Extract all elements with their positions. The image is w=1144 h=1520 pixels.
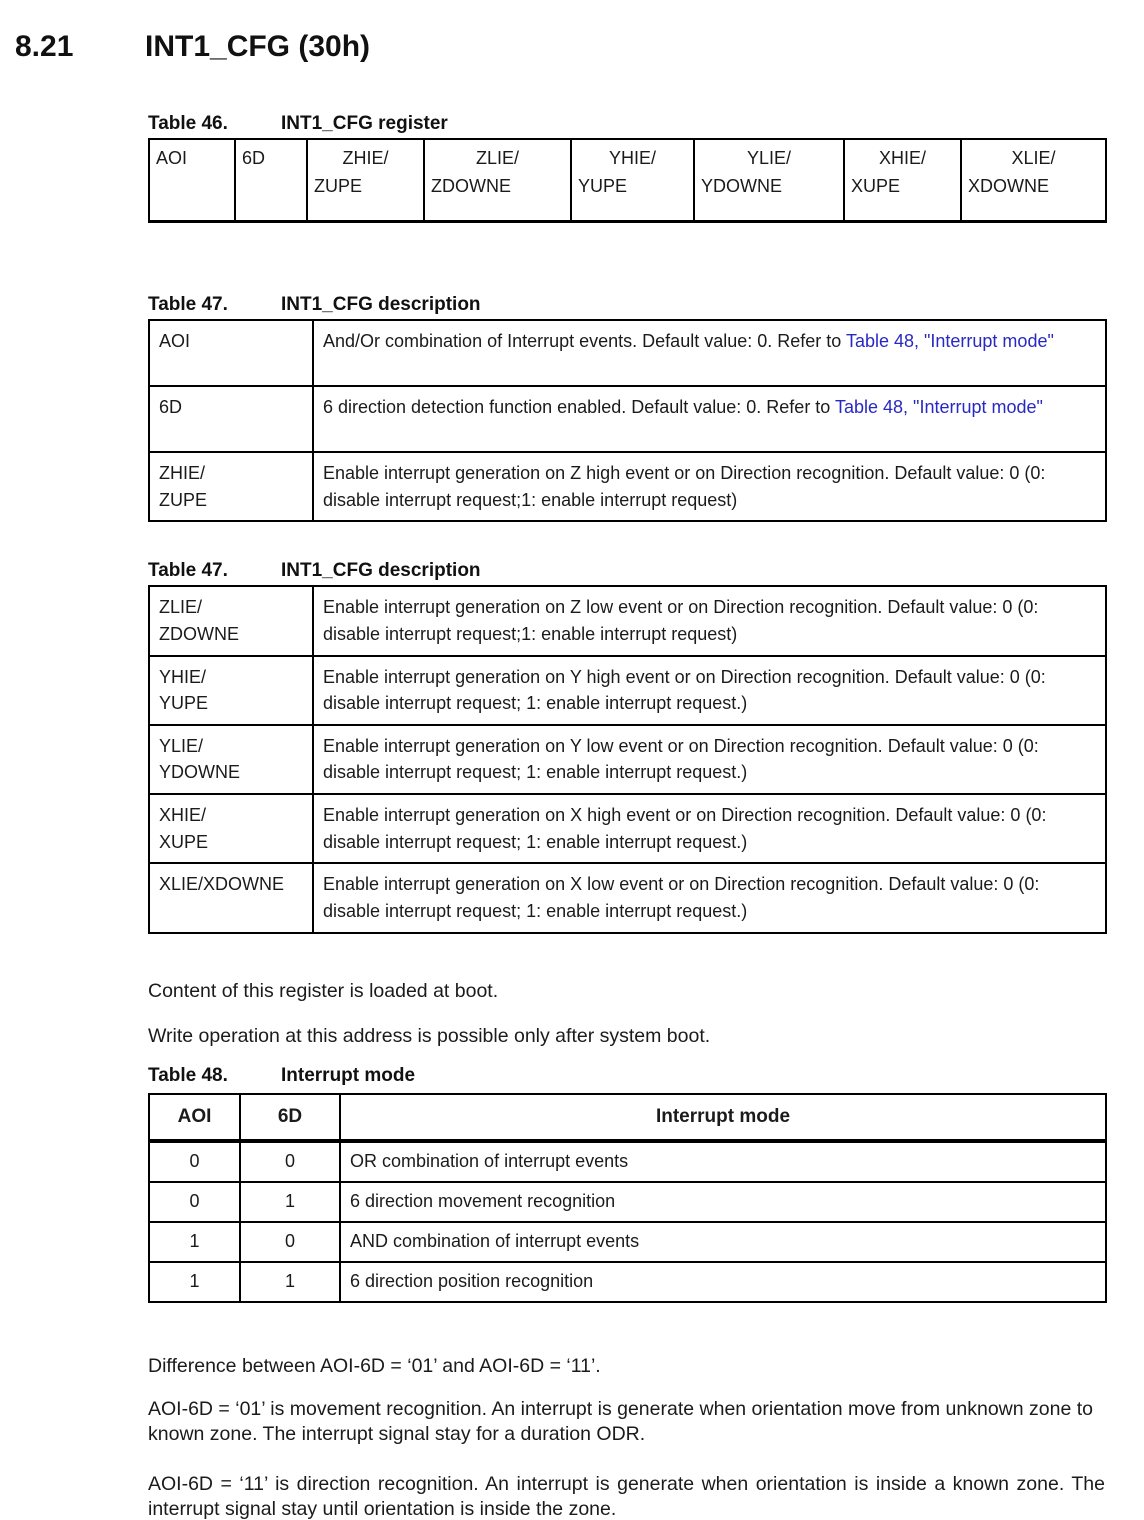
section-heading: 8.21 INT1_CFG (30h) bbox=[0, 0, 1144, 64]
column-header-6d: 6D bbox=[239, 1092, 341, 1143]
aoi-value: 0 bbox=[148, 1180, 241, 1223]
table-row: 1 0 AND combination of interrupt events bbox=[148, 1220, 1107, 1263]
interrupt-mode-value: AND combination of interrupt events bbox=[339, 1220, 1107, 1263]
field-name-cell: XHIE/XUPE bbox=[148, 792, 314, 865]
table48-caption: Table 48. Interrupt mode bbox=[148, 1065, 1144, 1087]
field-description-cell: Enable interrupt generation on X low eve… bbox=[312, 862, 1107, 934]
field-name-cell: XLIE/XDOWNE bbox=[148, 862, 314, 934]
column-header-aoi: AOI bbox=[148, 1092, 241, 1143]
table-row: AOI And/Or combination of Interrupt even… bbox=[148, 319, 1107, 387]
interrupt-mode-table: AOI 6D Interrupt mode 0 0 OR combination… bbox=[148, 1092, 1107, 1303]
paragraph-mode-01: AOI-6D = ‘01’ is movement recognition. A… bbox=[148, 1397, 1093, 1445]
table48-link[interactable]: Table 48, "Interrupt mode" bbox=[845, 331, 1054, 351]
table-row: ZLIE/ZDOWNE Enable interrupt generation … bbox=[148, 585, 1107, 657]
field-name-cell: YLIE/YDOWNE bbox=[148, 723, 314, 796]
field-name-cell: ZLIE/ZDOWNE bbox=[148, 585, 314, 657]
description-table-part2: ZLIE/ZDOWNE Enable interrupt generation … bbox=[148, 585, 1107, 934]
6d-value: 0 bbox=[239, 1139, 341, 1183]
paragraph-boot-load: Content of this register is loaded at bo… bbox=[148, 979, 499, 1002]
table48-caption-title: Interrupt mode bbox=[281, 1064, 416, 1086]
field-name-cell: 6D bbox=[148, 385, 314, 453]
column-header-interrupt-mode: Interrupt mode bbox=[339, 1092, 1107, 1143]
table47b-caption-label: Table 47. bbox=[148, 560, 228, 582]
paragraph-mode-11: AOI-6D = ‘11’ is direction recognition. … bbox=[148, 1472, 1105, 1520]
field-name-cell: AOI bbox=[148, 319, 314, 387]
description-table-part1: AOI And/Or combination of Interrupt even… bbox=[148, 319, 1107, 523]
table46-caption-label: Table 46. bbox=[148, 113, 228, 134]
bit-cell-xhie-xupe: XHIE/XUPE bbox=[843, 138, 962, 223]
aoi-value: 0 bbox=[148, 1139, 241, 1183]
interrupt-mode-value: 6 direction movement recognition bbox=[339, 1180, 1107, 1223]
table-row: 0 1 6 direction movement recognition bbox=[148, 1180, 1107, 1223]
register-bits-table: AOI 6D ZHIE/ZUPE ZLIE/ZDOWNE YHIE/YUPE Y… bbox=[148, 138, 1107, 223]
bit-cell-6d: 6D bbox=[234, 138, 308, 223]
table-row: YHIE/YUPE Enable interrupt generation on… bbox=[148, 654, 1107, 726]
table46-caption-title: INT1_CFG register bbox=[281, 113, 448, 134]
field-description-cell: Enable interrupt generation on X high ev… bbox=[312, 792, 1107, 865]
interrupt-mode-value: 6 direction position recognition bbox=[339, 1260, 1107, 1303]
table-row: 1 1 6 direction position recognition bbox=[148, 1260, 1107, 1303]
6d-value: 0 bbox=[239, 1220, 341, 1263]
table47a-caption-label: Table 47. bbox=[148, 294, 228, 315]
table47b-caption: Table 47. INT1_CFG description bbox=[148, 560, 1144, 582]
bit-cell-aoi: AOI bbox=[148, 138, 236, 223]
aoi-value: 1 bbox=[148, 1260, 241, 1303]
table-row: 0 0 OR combination of interrupt events bbox=[148, 1139, 1107, 1183]
table-header-row: AOI 6D Interrupt mode bbox=[148, 1092, 1107, 1143]
bit-cell-ylie-ydowne: YLIE/YDOWNE bbox=[693, 138, 845, 223]
table46-caption: Table 46. INT1_CFG register bbox=[148, 113, 1144, 135]
table-row: XHIE/XUPE Enable interrupt generation on… bbox=[148, 792, 1107, 865]
table-row: XLIE/XDOWNE Enable interrupt generation … bbox=[148, 862, 1107, 934]
field-description-cell: Enable interrupt generation on Y high ev… bbox=[312, 654, 1107, 726]
6d-value: 1 bbox=[239, 1180, 341, 1223]
field-description-cell: Enable interrupt generation on Z high ev… bbox=[312, 450, 1107, 523]
section-title: INT1_CFG (30h) bbox=[145, 30, 371, 63]
field-name-cell: YHIE/YUPE bbox=[148, 654, 314, 726]
field-description-cell: Enable interrupt generation on Y low eve… bbox=[312, 723, 1107, 796]
field-description-cell: And/Or combination of Interrupt events. … bbox=[312, 319, 1107, 387]
section-number: 8.21 bbox=[15, 30, 74, 63]
field-name-cell: ZHIE/ZUPE bbox=[148, 450, 314, 523]
table48-link[interactable]: Table 48, "Interrupt mode" bbox=[835, 397, 1043, 417]
field-description-cell: Enable interrupt generation on Z low eve… bbox=[312, 585, 1107, 657]
interrupt-mode-value: OR combination of interrupt events bbox=[339, 1139, 1107, 1183]
bit-cell-zhie-zupe: ZHIE/ZUPE bbox=[306, 138, 425, 223]
bit-cell-yhie-yupe: YHIE/YUPE bbox=[570, 138, 695, 223]
table47a-caption-title: INT1_CFG description bbox=[281, 294, 481, 315]
bit-cell-zlie-zdowne: ZLIE/ZDOWNE bbox=[423, 138, 572, 223]
table47b-caption-title: INT1_CFG description bbox=[281, 560, 481, 582]
bit-cell-xlie-xdowne: XLIE/XDOWNE bbox=[960, 138, 1107, 223]
table47a-caption: Table 47. INT1_CFG description bbox=[148, 294, 1144, 316]
register-bits-row: AOI 6D ZHIE/ZUPE ZLIE/ZDOWNE YHIE/YUPE Y… bbox=[148, 138, 1107, 223]
paragraph-write-operation: Write operation at this address is possi… bbox=[148, 1024, 711, 1047]
field-description-cell: 6 direction detection function enabled. … bbox=[312, 385, 1107, 453]
paragraph-difference: Difference between AOI-6D = ‘01’ and AOI… bbox=[148, 1354, 601, 1377]
aoi-value: 1 bbox=[148, 1220, 241, 1263]
table-row: 6D 6 direction detection function enable… bbox=[148, 385, 1107, 453]
table-row: ZHIE/ZUPE Enable interrupt generation on… bbox=[148, 450, 1107, 523]
table48-caption-label: Table 48. bbox=[148, 1064, 228, 1086]
table-row: YLIE/YDOWNE Enable interrupt generation … bbox=[148, 723, 1107, 796]
6d-value: 1 bbox=[239, 1260, 341, 1303]
